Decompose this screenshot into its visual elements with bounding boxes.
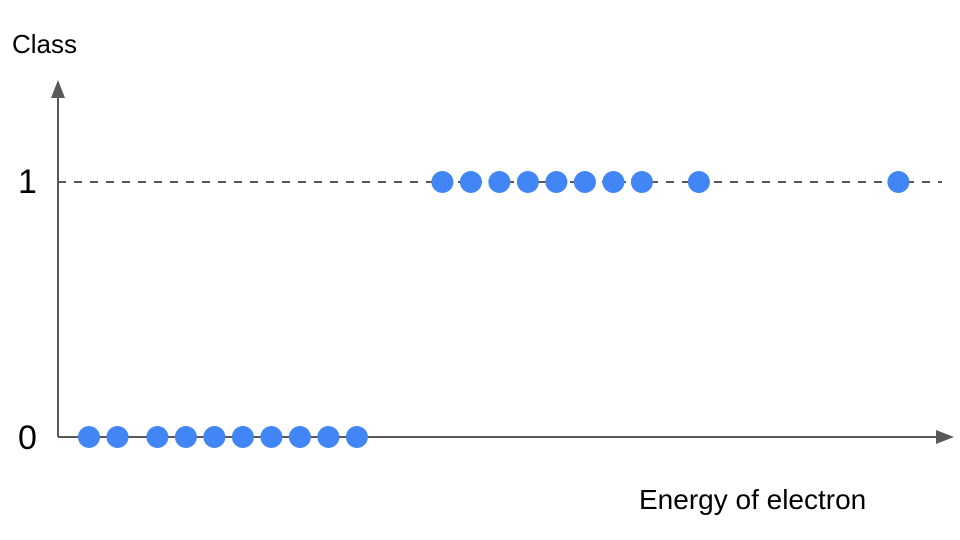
data-point [78,426,100,448]
x-axis-label: Energy of electron [639,484,866,515]
data-point [317,426,339,448]
data-point [232,426,254,448]
data-point [517,171,539,193]
data-point [602,171,624,193]
data-point [574,171,596,193]
y-axis-label: Class [12,29,77,59]
data-point [175,426,197,448]
data-point [545,171,567,193]
data-point [203,426,225,448]
data-point [460,171,482,193]
data-point [346,426,368,448]
data-point [887,171,909,193]
data-point [488,171,510,193]
y-tick-label-1: 1 [18,163,37,201]
data-point [431,171,453,193]
data-point [688,171,710,193]
data-point [260,426,282,448]
data-point [631,171,653,193]
data-point [289,426,311,448]
data-point [107,426,129,448]
y-tick-label-0: 0 [18,419,37,457]
y-axis-arrow-icon [51,80,65,98]
x-axis-arrow-icon [936,430,954,444]
data-points-group [78,171,909,448]
data-point [146,426,168,448]
